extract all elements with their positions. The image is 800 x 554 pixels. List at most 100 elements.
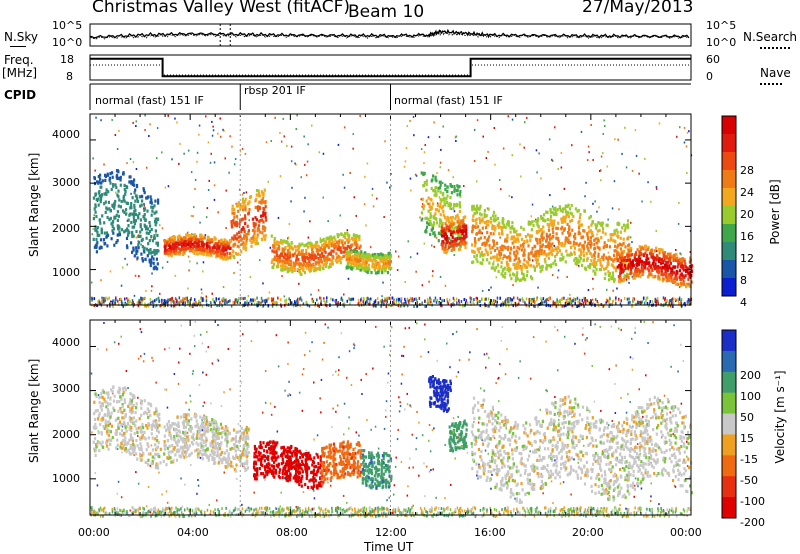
power-echo-pixel: [117, 189, 120, 193]
power-echo-pixel: [199, 246, 202, 250]
Power-sparse-pixel: [397, 255, 400, 258]
power-echo-pixel: [489, 247, 492, 251]
power-echo-pixel: [240, 218, 243, 222]
power-echo-pixel: [129, 206, 132, 210]
Power-ground-pixel: [244, 301, 246, 305]
Power-sparse-pixel: [426, 301, 429, 304]
power-echo-pixel: [345, 266, 348, 270]
power-echo-pixel: [95, 244, 98, 248]
power-echo-pixel: [319, 246, 322, 250]
Power-sparse-pixel: [135, 168, 138, 170]
power-echo-pixel: [612, 253, 616, 257]
Power-ground-pixel: [561, 296, 564, 300]
Power-sparse-pixel: [630, 221, 632, 224]
power-echo-pixel: [598, 221, 601, 225]
Power-sparse-pixel: [560, 151, 563, 154]
Power-ground-pixel: [198, 301, 200, 305]
Power-ground-pixel: [109, 304, 111, 308]
power-echo-pixel: [429, 212, 432, 216]
power-echo-pixel: [254, 222, 257, 226]
power-echo-pixel: [425, 188, 428, 192]
Power-sparse-pixel: [150, 289, 153, 292]
power-echo-pixel: [312, 250, 315, 255]
Power-sparse-pixel: [566, 276, 568, 278]
power-echo-pixel: [117, 214, 120, 218]
power-echo-pixel: [306, 245, 310, 249]
power-echo-pixel: [516, 251, 519, 255]
power-echo-pixel: [112, 219, 115, 224]
Power-ground-pixel: [302, 302, 305, 306]
Power-sparse-pixel: [94, 169, 96, 172]
power-echo-pixel: [381, 268, 384, 272]
Power-sparse-pixel: [144, 114, 146, 117]
nsky-line: [89, 28, 690, 39]
power-echo-pixel: [336, 256, 339, 260]
power-echo-pixel: [508, 258, 511, 262]
Power-ground-pixel: [171, 296, 173, 300]
power-echo-pixel: [439, 190, 442, 194]
Power-ground-pixel: [646, 301, 649, 305]
Power-ground-pixel: [571, 304, 573, 308]
power-echo-pixel: [124, 192, 127, 196]
power-echo-pixel: [134, 194, 137, 198]
Power-sparse-pixel: [210, 152, 212, 155]
power-echo-pixel: [261, 192, 264, 196]
power-echo-pixel: [587, 236, 590, 240]
power-echo-pixel: [450, 184, 453, 189]
power-echo-pixel: [95, 228, 98, 233]
power-echo-pixel: [254, 242, 257, 246]
power-echo-pixel: [473, 225, 476, 229]
power-echo-pixel: [445, 197, 448, 201]
Power-ground-pixel: [362, 296, 365, 300]
power-echo-pixel: [260, 218, 264, 222]
power-echo-pixel: [510, 277, 513, 281]
power-echo-pixel: [347, 240, 350, 244]
Power-sparse-pixel: [201, 292, 203, 295]
Power-sparse-pixel: [176, 121, 178, 124]
power-echo-pixel: [245, 235, 248, 239]
power-echo-pixel: [338, 248, 341, 252]
power-echo-pixel: [262, 225, 265, 229]
power-echo-pixel: [616, 230, 619, 234]
power-echo-pixel: [456, 184, 459, 188]
Power-ground-pixel: [250, 298, 252, 302]
power-echo-pixel: [545, 238, 548, 242]
Power-sparse-pixel: [322, 152, 325, 155]
power-echo-pixel: [596, 229, 599, 233]
Power-ground-pixel: [132, 301, 134, 305]
power-echo-pixel: [672, 255, 675, 259]
power-echo-pixel: [114, 199, 117, 204]
power-echo-pixel: [322, 254, 325, 258]
power-echo-pixel: [457, 242, 460, 246]
power-echo-pixel: [351, 243, 354, 247]
power-echo-pixel: [352, 256, 355, 260]
Power-ground-pixel: [349, 297, 351, 301]
power-echo-pixel: [222, 257, 225, 261]
Power-ground-pixel: [574, 298, 577, 301]
power-echo-pixel: [357, 266, 360, 271]
power-echo-pixel: [262, 234, 265, 238]
power-echo-pixel: [619, 260, 622, 264]
power-echo-pixel: [492, 218, 495, 222]
Power-ground-pixel: [362, 300, 364, 304]
Power-ground-pixel: [261, 299, 264, 303]
power-echo-pixel: [356, 259, 359, 264]
power-echo-pixel: [629, 253, 632, 257]
power-echo-pixel: [665, 260, 668, 264]
power-echo-pixel: [149, 195, 152, 199]
power-echo-pixel: [450, 219, 453, 223]
power-echo-pixel: [255, 189, 259, 193]
power-echo-pixel: [450, 233, 453, 237]
Power-sparse-pixel: [306, 160, 309, 163]
power-echo-pixel: [617, 243, 620, 247]
Power-ground-pixel: [144, 296, 146, 300]
power-echo-pixel: [264, 215, 267, 219]
Power-ground-pixel: [225, 298, 227, 302]
power-echo-pixel: [254, 205, 257, 209]
power-echo-pixel: [168, 251, 171, 256]
power-echo-pixel: [623, 275, 626, 279]
Power-sparse-pixel: [629, 236, 632, 239]
power-echo-pixel: [96, 180, 99, 184]
power-echo-pixel: [289, 255, 292, 259]
Power-sparse-pixel: [438, 196, 441, 199]
